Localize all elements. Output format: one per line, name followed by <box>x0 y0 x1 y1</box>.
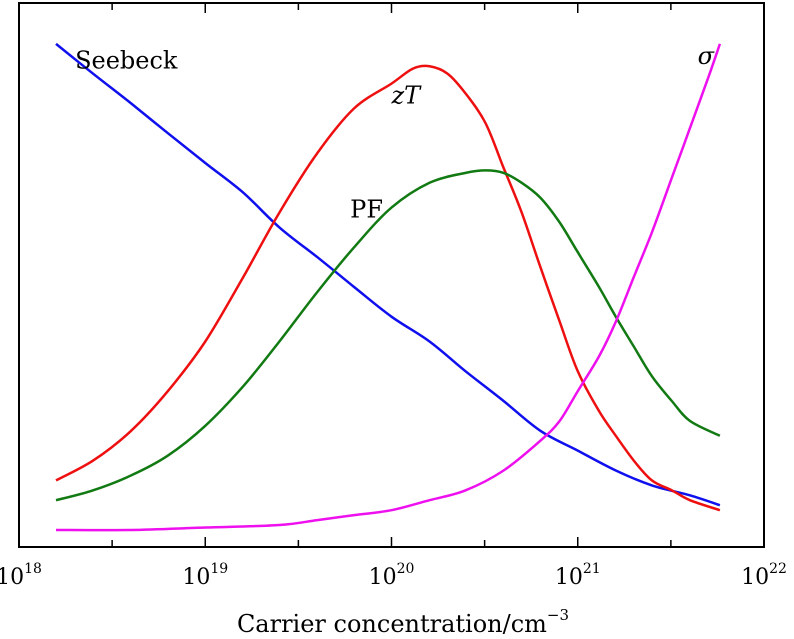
series-line-sigma <box>55 43 722 532</box>
x-tick-label-base: 10 <box>741 565 769 590</box>
x-tick-labels: 1018 1019 1020 1021 1022 <box>0 561 787 590</box>
x-tick-label-base: 10 <box>0 565 24 590</box>
series-line-zt <box>55 64 721 512</box>
x-tick-label-exponent: 20 <box>397 561 415 577</box>
x-axis-label-superscript: −3 <box>547 606 569 624</box>
x-axis-label: Carrier concentration/cm−3 <box>237 606 569 638</box>
series-label-seebeck: Seebeck <box>75 47 178 75</box>
x-tick-label-base: 10 <box>182 565 210 590</box>
series-line-pf <box>55 169 721 502</box>
series-label-pf: PF <box>350 196 383 224</box>
x-tick-label: 1020 <box>369 561 415 590</box>
x-tick-label-base: 10 <box>369 565 397 590</box>
series-label-zt: zT <box>391 81 423 109</box>
x-tick-label: 1021 <box>555 561 601 590</box>
x-axis-label-text: Carrier concentration/cm <box>237 610 547 638</box>
x-tick-label: 1018 <box>0 561 42 590</box>
x-tick-label-base: 10 <box>555 565 583 590</box>
series-lines <box>55 42 722 532</box>
x-tick-label-exponent: 21 <box>583 561 601 577</box>
x-tick-label: 1019 <box>182 561 228 590</box>
x-ticks <box>18 3 765 547</box>
series-label-sigma: σ <box>698 42 715 70</box>
x-tick-label-exponent: 18 <box>24 561 42 577</box>
series-labels: Seebeck zT PF σ <box>75 42 715 224</box>
series-line-seebeck <box>55 42 721 507</box>
x-tick-label-exponent: 22 <box>769 561 787 577</box>
x-tick-label-exponent: 19 <box>210 561 228 577</box>
x-tick-label: 1022 <box>741 561 787 590</box>
